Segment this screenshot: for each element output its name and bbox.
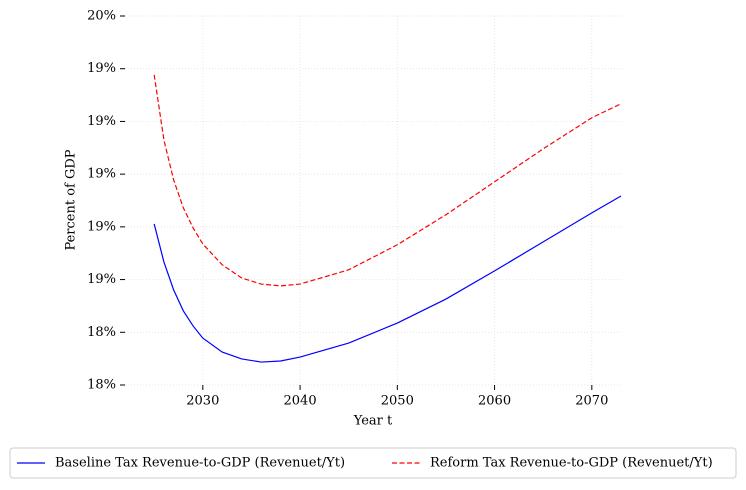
y-tick-label: 18% bbox=[87, 325, 116, 340]
y-tick-label: 20% bbox=[87, 9, 116, 24]
x-tick-label: 2050 bbox=[381, 394, 414, 409]
series-line bbox=[153, 195, 622, 363]
x-tick-label: 2030 bbox=[186, 394, 219, 409]
x-tick-label: 2060 bbox=[478, 394, 511, 409]
x-tick-label: 2040 bbox=[284, 394, 317, 409]
y-tick-label: 19% bbox=[87, 219, 116, 234]
y-tick-label: 19% bbox=[87, 167, 116, 182]
y-axis-label: Percent of GDP bbox=[64, 149, 79, 250]
y-tick-label: 19% bbox=[87, 272, 116, 287]
x-axis-label: Year t bbox=[353, 414, 393, 429]
y-tick-label: 18% bbox=[87, 378, 116, 393]
series-line bbox=[153, 74, 622, 287]
y-tick-label: 19% bbox=[87, 61, 116, 76]
legend-label: Reform Tax Revenue-to-GDP (Revenuet/Yt) bbox=[430, 456, 713, 471]
x-tick-label: 2070 bbox=[575, 394, 608, 409]
legend-box bbox=[9, 447, 737, 479]
legend-label: Baseline Tax Revenue-to-GDP (Revenuet/Yt… bbox=[55, 456, 345, 471]
y-tick-label: 19% bbox=[87, 114, 116, 129]
